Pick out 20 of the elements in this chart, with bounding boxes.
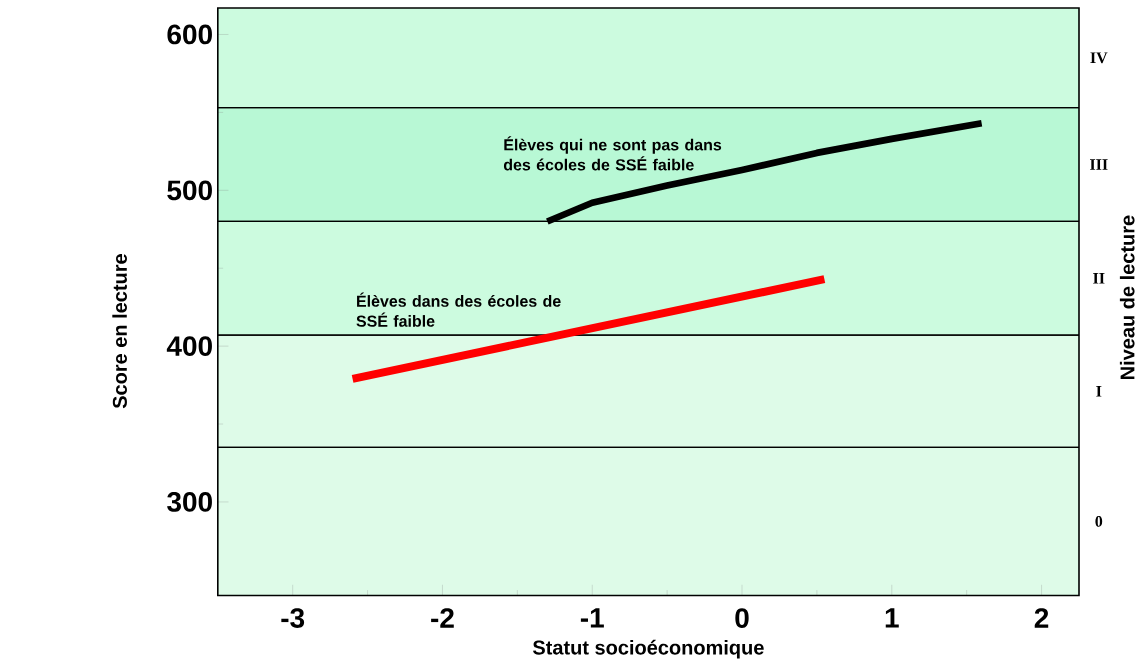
y-axis-title: Score en lecture [112, 253, 127, 409]
y-tick-label: 300 [167, 491, 212, 512]
x-tick-label: 2 [1034, 607, 1049, 628]
x-tick-label: -1 [580, 607, 604, 628]
series-label: Élèves dans des écoles de SSÉ faible [356, 292, 561, 327]
x-tick-label: 1 [885, 607, 899, 628]
band-label: I [1096, 385, 1102, 397]
x-tick-label: -2 [431, 607, 454, 628]
x-tick-label: 0 [735, 607, 749, 628]
x-tick-label: -3 [281, 607, 305, 628]
y2-axis-title: Niveau de lecture [1119, 215, 1135, 379]
y-tick-label: 500 [167, 180, 212, 201]
band-label: IV [1090, 52, 1108, 64]
series-label: Élèves qui ne sont pas dans des écoles de SSÉ faible [503, 136, 722, 171]
band-label: III [1090, 159, 1108, 170]
y-tick-label: 600 [167, 24, 212, 45]
x-axis-title: Statut socioéconomique [532, 639, 764, 659]
band-label: II [1093, 272, 1105, 284]
band-label: 0 [1095, 515, 1103, 527]
y-tick-label: 400 [166, 336, 212, 356]
